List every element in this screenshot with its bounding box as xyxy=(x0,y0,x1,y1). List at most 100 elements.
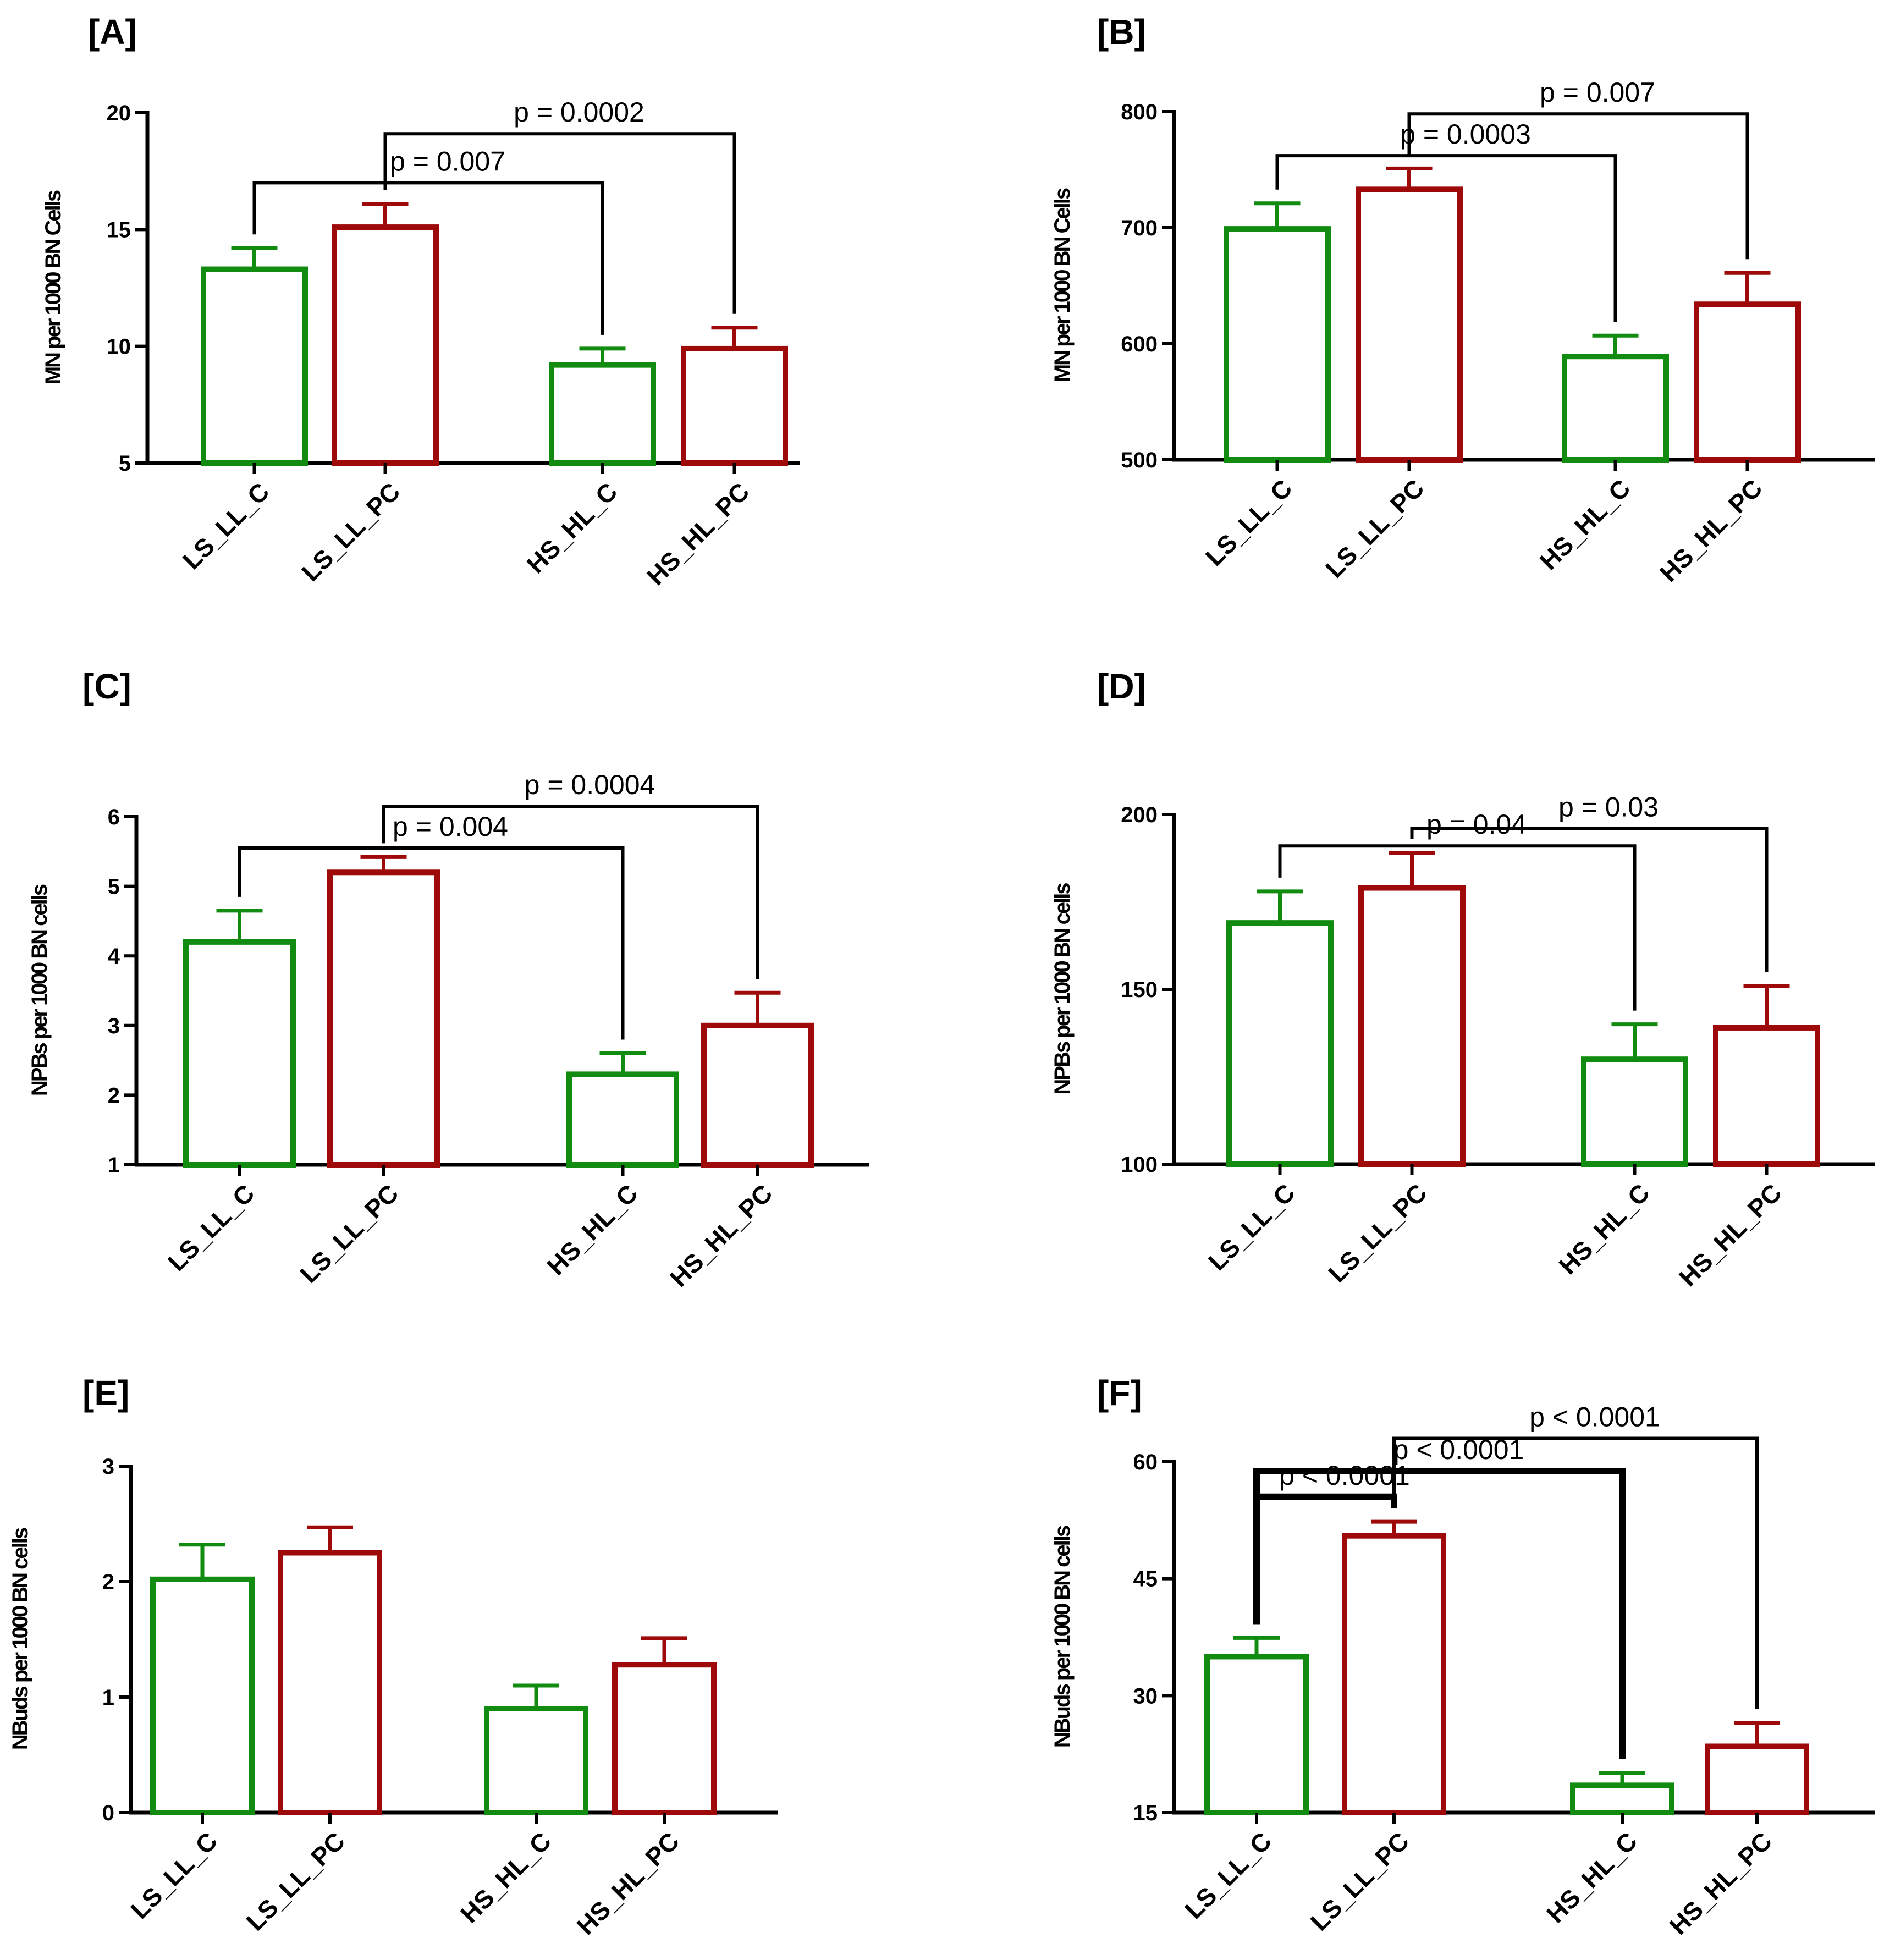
p-value-label: p = 0.0004 xyxy=(525,769,655,800)
y-tick-label: 800 xyxy=(1121,100,1158,124)
significance-bracket xyxy=(1253,1468,1626,1759)
bar xyxy=(1713,1025,1820,1167)
bar xyxy=(1570,1782,1674,1815)
bar xyxy=(566,1071,679,1168)
x-tick-label: LS_LL_C xyxy=(1203,1178,1301,1276)
chart-panel-5: [E] NBuds per 1000 BN cells 0 1 2 3 LS_LL_C LS_… xyxy=(8,1373,778,1940)
y-tick-label: 60 xyxy=(1133,1450,1158,1474)
x-tick-label: HS_HL_PC xyxy=(664,1179,778,1292)
significance-bracket xyxy=(1278,844,1637,1011)
bar xyxy=(1581,1056,1688,1167)
y-tick-label: 1 xyxy=(108,1153,120,1177)
x-tick-label: HS_HL_C xyxy=(1534,474,1636,575)
x-tick-label: HS_HL_PC xyxy=(1673,1178,1787,1292)
y-tick-label: 1 xyxy=(102,1686,114,1710)
y-tick-label: 5 xyxy=(119,452,131,476)
bar xyxy=(701,1022,814,1168)
p-value-label: p < 0.0001 xyxy=(1529,1401,1660,1432)
x-tick-label: HS_HL_C xyxy=(1541,1826,1643,1928)
y-tick-label: 45 xyxy=(1133,1567,1158,1592)
y-tick-label: 700 xyxy=(1121,216,1158,240)
x-tick-label: LS_LL_C xyxy=(125,1826,223,1924)
y-tick-label: 4 xyxy=(108,944,120,968)
significance-bracket xyxy=(1407,112,1749,260)
y-tick-label: 6 xyxy=(108,805,120,829)
y-tick-label: 2 xyxy=(108,1083,120,1108)
x-tick-label: LS_LL_C xyxy=(1179,1826,1277,1924)
significance-bracket xyxy=(238,846,625,1040)
panel-label: [F] xyxy=(1097,1373,1142,1413)
p-value-label: p = 0.007 xyxy=(390,146,505,177)
x-tick-label: LS_LL_C xyxy=(177,477,275,575)
panel-label: [A] xyxy=(88,12,137,52)
p-value-label: p = 0.03 xyxy=(1558,791,1659,822)
y-tick-label: 100 xyxy=(1121,1153,1158,1177)
y-tick-label: 10 xyxy=(107,335,131,359)
bar xyxy=(1226,920,1334,1168)
y-tick-label: 20 xyxy=(107,101,131,125)
significance-bracket xyxy=(1275,154,1617,322)
x-tick-label: LS_LL_PC xyxy=(1323,1178,1432,1287)
significance-bracket xyxy=(1253,1493,1397,1625)
p-value-label: p < 0.0001 xyxy=(1279,1460,1410,1491)
x-tick-label: LS_LL_PC xyxy=(241,1826,350,1936)
y-tick-label: 0 xyxy=(102,1801,114,1825)
y-tick-label: 600 xyxy=(1121,332,1158,356)
x-tick-label: LS_LL_PC xyxy=(296,477,405,586)
bar xyxy=(1204,1654,1309,1815)
bar xyxy=(183,939,296,1168)
bar xyxy=(1224,226,1331,463)
x-tick-label: LS_LL_C xyxy=(162,1179,260,1276)
y-tick-label: 500 xyxy=(1121,448,1158,472)
y-tick-label: 3 xyxy=(102,1455,114,1479)
y-axis-title: MN per 1000 BN Cells xyxy=(41,190,65,384)
bar xyxy=(1356,186,1463,463)
bar xyxy=(327,869,440,1168)
chart-panel-4: [D] NPBs per 1000 BN cells 100 150 200 LS_LL_… xyxy=(1050,667,1875,1292)
chart-panel-6: [F] NBuds per 1000 BN cells 15 30 45 60 LS_LL_… xyxy=(1050,1373,1875,1940)
y-tick-label: 3 xyxy=(108,1014,120,1038)
y-axis-title: NPBs per 1000 BN cells xyxy=(27,884,52,1096)
panel-label: [C] xyxy=(82,667,131,706)
chart-panel-1: [A] MN per 1000 BN Cells 5 10 15 20 LS_LL_C LS_… xyxy=(41,12,800,591)
x-tick-label: HS_HL_C xyxy=(1554,1178,1655,1280)
x-tick-label: HS_HL_C xyxy=(521,477,623,579)
bar xyxy=(278,1550,382,1815)
bar xyxy=(681,345,788,466)
bar xyxy=(150,1576,255,1816)
bar xyxy=(1705,1743,1809,1815)
bar xyxy=(332,224,439,466)
y-tick-label: 15 xyxy=(107,218,131,242)
chart-panel-2: [B] MN per 1000 BN Cells 500 600 700 800 LS_LL… xyxy=(1050,12,1875,587)
x-tick-label: HS_HL_PC xyxy=(641,477,755,591)
significance-bracket xyxy=(382,805,759,979)
x-tick-label: HS_HL_C xyxy=(542,1179,643,1280)
x-tick-label: HS_HL_PC xyxy=(1654,474,1768,587)
x-tick-label: HS_HL_PC xyxy=(1663,1826,1777,1940)
x-tick-label: LS_LL_C xyxy=(1200,474,1298,571)
p-value-label: p = 0.004 xyxy=(393,811,508,842)
p-value-label: p = 0.007 xyxy=(1540,77,1655,108)
y-tick-label: 5 xyxy=(108,875,120,899)
significance-bracket xyxy=(383,132,736,314)
bar xyxy=(484,1706,588,1815)
y-tick-label: 15 xyxy=(1133,1801,1158,1825)
y-axis-title: NPBs per 1000 BN cells xyxy=(1050,883,1075,1095)
panel-label: [E] xyxy=(82,1373,129,1413)
y-tick-label: 30 xyxy=(1133,1684,1158,1708)
panel-label: [D] xyxy=(1097,667,1146,706)
x-tick-label: HS_HL_C xyxy=(455,1826,557,1928)
bar xyxy=(1694,301,1801,463)
x-tick-label: LS_LL_PC xyxy=(1320,474,1429,583)
significance-bracket xyxy=(1392,1436,1759,1709)
chart-panel-3: [C] NPBs per 1000 BN cells 1 2 3 4 5 6 LS_LL_C LS… xyxy=(27,667,869,1292)
bar xyxy=(201,266,308,466)
x-tick-label: LS_LL_PC xyxy=(1305,1826,1414,1936)
y-axis-title: NBuds per 1000 BN cells xyxy=(8,1528,32,1750)
y-tick-label: 2 xyxy=(102,1570,114,1594)
significance-bracket xyxy=(1410,827,1769,972)
p-value-label: p = 0.0002 xyxy=(514,97,644,128)
p-value-label: p = 0.0003 xyxy=(1400,119,1531,150)
y-tick-label: 200 xyxy=(1121,803,1158,827)
